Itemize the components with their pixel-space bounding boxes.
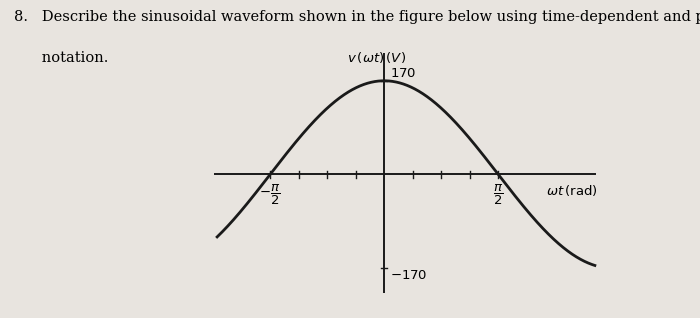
Text: 8.   Describe the sinusoidal waveform shown in the figure below using time-depen: 8. Describe the sinusoidal waveform show… bbox=[14, 10, 700, 24]
Text: $\dfrac{\pi}{2}$: $\dfrac{\pi}{2}$ bbox=[493, 183, 503, 207]
Text: $-\dfrac{\pi}{2}$: $-\dfrac{\pi}{2}$ bbox=[259, 183, 281, 207]
Text: notation.: notation. bbox=[14, 51, 108, 65]
Text: $170$: $170$ bbox=[390, 67, 416, 80]
Text: $v\,(\omega t)\,(V)$: $v\,(\omega t)\,(V)$ bbox=[347, 51, 407, 66]
Text: $-170$: $-170$ bbox=[390, 269, 428, 282]
Text: $\omega t\,(\mathrm{rad})$: $\omega t\,(\mathrm{rad})$ bbox=[546, 183, 598, 198]
